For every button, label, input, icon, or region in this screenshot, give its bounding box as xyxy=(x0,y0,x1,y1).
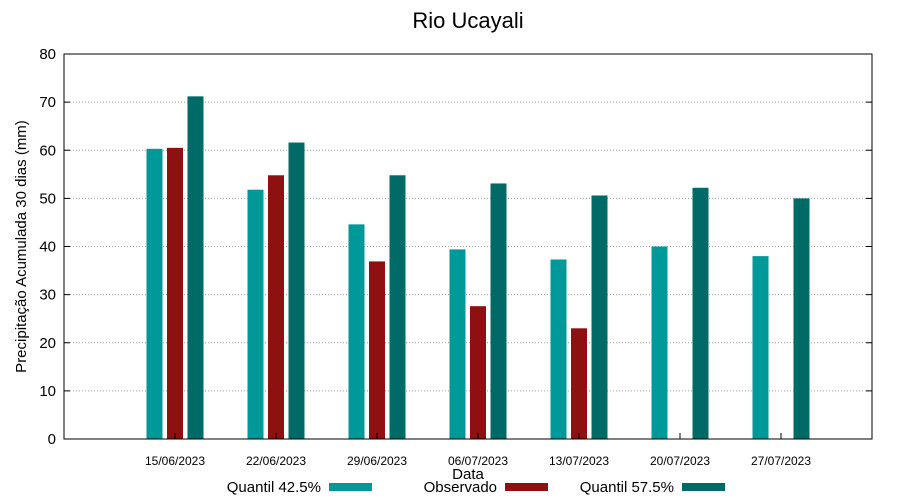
x-tick-label: 27/07/2023 xyxy=(751,454,811,468)
legend-swatch xyxy=(682,483,725,491)
y-tick-label: 30 xyxy=(39,287,56,304)
x-tick-label: 13/07/2023 xyxy=(549,454,609,468)
legend-label: Quantil 42.5% xyxy=(227,479,321,496)
x-tick-label: 15/06/2023 xyxy=(145,454,205,468)
bar-quantil-42-5--6 xyxy=(752,256,769,439)
bar-quantil-57-5--5 xyxy=(692,187,709,439)
bar-quantil-57-5--1 xyxy=(288,142,305,440)
bar-quantil-57-5--3 xyxy=(490,183,507,439)
y-axis-label: Precipitação Acumulada 30 dias (mm) xyxy=(13,120,30,373)
bar-quantil-57-5--6 xyxy=(793,198,810,439)
legend-item: Observado xyxy=(424,479,548,496)
bar-quantil-42-5--4 xyxy=(550,259,567,439)
x-tick-label: 29/06/2023 xyxy=(347,454,407,468)
bar-quantil-42-5--0 xyxy=(146,148,163,439)
bar-quantil-57-5--2 xyxy=(389,175,406,439)
legend-swatch xyxy=(329,483,372,491)
bar-quantil-42-5--3 xyxy=(449,249,466,439)
y-tick-label: 60 xyxy=(39,142,56,159)
legend-label: Observado xyxy=(424,479,497,496)
x-axis-label: Data xyxy=(452,466,484,483)
x-tick-label: 06/07/2023 xyxy=(448,454,508,468)
bar-quantil-42-5--5 xyxy=(651,246,668,439)
y-tick-label: 40 xyxy=(39,239,56,256)
chart-title: Rio Ucayali xyxy=(412,8,523,33)
y-axis-ticks: 0 10 20 30 40 50 60 70 80 xyxy=(39,46,872,448)
plot-frame xyxy=(63,53,873,440)
y-tick-label: 70 xyxy=(39,94,56,111)
bar-quantil-57-5--4 xyxy=(591,195,608,439)
y-tick-label: 80 xyxy=(39,46,56,63)
bars xyxy=(146,96,810,440)
grid-lines xyxy=(64,101,872,392)
x-tick-label: 20/07/2023 xyxy=(650,454,710,468)
legend-item: Quantil 57.5% xyxy=(580,479,725,496)
legend-item: Quantil 42.5% xyxy=(227,479,372,496)
y-tick-label: 20 xyxy=(39,335,56,352)
bar-quantil-42-5--2 xyxy=(348,224,365,439)
bar-observado-1 xyxy=(268,175,284,439)
bar-observado-4 xyxy=(571,328,587,439)
bar-observado-0 xyxy=(167,147,183,439)
x-axis-ticks: 15/06/2023 22/06/2023 29/06/2023 06/07/2023… xyxy=(145,433,811,468)
bar-quantil-57-5--0 xyxy=(187,96,204,439)
bar-quantil-42-5--1 xyxy=(247,189,264,439)
y-tick-label: 0 xyxy=(48,431,56,448)
x-tick-label: 22/06/2023 xyxy=(246,454,306,468)
y-tick-label: 50 xyxy=(39,190,56,207)
legend-swatch xyxy=(505,483,548,491)
bar-observado-2 xyxy=(369,261,385,439)
legend-label: Quantil 57.5% xyxy=(580,479,674,496)
legend: Quantil 42.5% Observado Quantil 57.5% xyxy=(227,479,725,496)
y-tick-label: 10 xyxy=(39,383,56,400)
bar-observado-3 xyxy=(470,306,486,439)
